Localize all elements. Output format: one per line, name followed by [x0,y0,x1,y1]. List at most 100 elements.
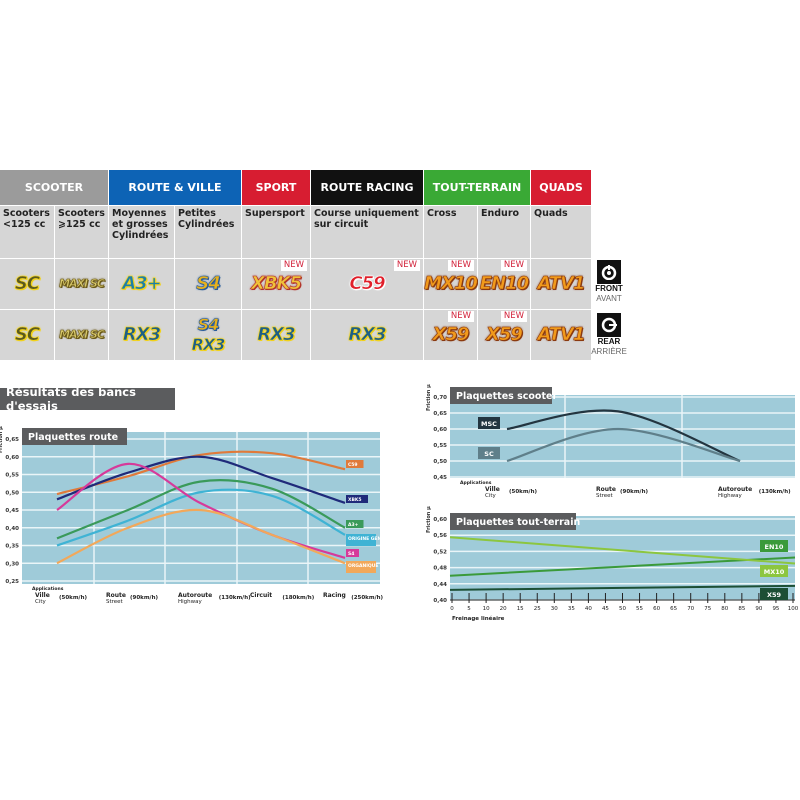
subcategory-label: Enduro [478,206,530,258]
x-category-fr: Autoroute [718,486,752,493]
x-category-speed: (180km/h) [282,595,314,601]
front-label-en: FRONT [595,284,623,293]
product-logo: ATV1 [537,324,586,345]
series-line-c59 [56,450,346,496]
rear-pad-cell: MAXI SC [55,310,108,360]
y-tick-label: 0,45 [433,475,447,481]
series-label-box [478,417,500,429]
product-logo: S4 [196,273,221,294]
x-tick-label: 75 [704,606,711,612]
rear-disc-icon [597,313,621,337]
subcategory-label: Quads [531,206,591,258]
product-logo: X59 [432,324,470,345]
series-label: MX10 [764,568,785,576]
x-tick-label: 50 [619,606,626,612]
front-pad-cell: NEW XBK5 [242,259,310,309]
plot-area [450,395,795,478]
series-label-box [346,460,364,468]
front-disc-icon [597,260,621,284]
y-tick-label: 0,60 [5,455,19,461]
y-tick-label: 0,52 [433,549,447,555]
y-tick-label: 0,55 [5,473,19,479]
section-title: Résultats des bancs d'essais [0,385,175,413]
x-category-speed: (130km/h) [759,489,791,495]
series-label-box [760,588,788,600]
x-category-en: Street [596,493,614,499]
product-logo: XBK5 [250,273,303,294]
series-label-box [346,561,376,573]
x-tick-label: 90 [755,606,762,612]
series-line-s4 [56,462,346,559]
x-axis-prefix: Applications [32,586,64,592]
y-tick-label: 0,60 [433,427,447,433]
series-label: SC [484,450,494,458]
x-tick-label: 65 [670,606,677,612]
product-logo: MX10 [424,273,478,294]
y-tick-label: 0,44 [433,582,447,588]
y-tick-label: 0,56 [433,533,447,539]
front-pad-cell: ATV1 [531,259,591,309]
y-axis-label: Friction µ [0,426,4,453]
y-tick-label: 0,25 [5,579,19,585]
chart-title-box [450,513,576,530]
series-label-box [760,540,788,552]
series-line-xbk5 [56,455,346,504]
x-category-en: Street [106,599,124,605]
rear-pad-cell: S4 RX3 [175,310,241,360]
rear-label-fr: ARRIÈRE [591,347,627,356]
x-tick-label: 30 [551,606,558,612]
series-label: A3+ [348,522,359,528]
y-tick-label: 0,48 [433,566,447,572]
x-category-fr: Ville [485,486,500,493]
subcategory-label: Cross [424,206,477,258]
y-tick-label: 0,50 [433,459,447,465]
front-label: FRONT AVANT [589,260,629,304]
x-tick-label: 95 [772,606,779,612]
series-label-box [346,534,376,546]
series-label-box [760,565,788,577]
rear-label: REAR ARRIÈRE [589,313,629,357]
category-header: ROUTE & VILLE [109,170,241,205]
category-header: SPORT [242,170,310,205]
x-tick-label: 45 [602,606,609,612]
rear-label-en: REAR [597,337,621,346]
x-tick-label: 40 [585,606,592,612]
front-pad-cell: NEW EN10 [478,259,530,309]
product-logo: S4 [197,315,219,335]
y-tick-label: 0,45 [5,508,19,514]
rear-pad-cell: SC [0,310,54,360]
x-category-fr: Ville [35,592,50,599]
product-logo: RX3 [348,324,387,345]
x-tick-label: 70 [687,606,694,612]
product-logo: ATV1 [537,273,586,294]
series-label: ORGANIQUE ORGANIC [348,563,404,569]
y-tick-label: 0,60 [433,517,447,523]
series-label: ORIGINE GENUINE [348,536,393,542]
x-category-speed: (130km/h) [219,595,251,601]
x-category-fr: Route [106,592,126,599]
chart-title-box [450,387,552,404]
series-label: S4 [348,551,354,557]
x-category-speed: (50km/h) [509,489,537,495]
category-header: QUADS [531,170,591,205]
x-tick-label: 5 [467,606,471,612]
x-tick-label: 10 [483,606,490,612]
x-category-speed: (90km/h) [620,489,648,495]
x-category-en: City [35,599,47,605]
series-label: C59 [348,462,358,468]
y-tick-label: 0,40 [433,598,447,604]
y-tick-label: 0,55 [433,443,447,449]
series-label-box [478,447,500,459]
subcategory-label: Supersport [242,206,310,258]
chart-title-box [22,428,127,445]
category-header: TOUT-TERRAIN [424,170,530,205]
product-logo: A3+ [122,273,162,294]
series-line-en10 [449,556,796,577]
new-badge: NEW [500,311,527,322]
series-label: EN10 [765,543,784,551]
series-label-box [346,495,368,503]
product-logo: SC [14,324,41,345]
series-line-msc [506,409,741,463]
y-tick-label: 0,40 [5,526,19,532]
x-category-speed: (250km/h) [351,595,383,601]
